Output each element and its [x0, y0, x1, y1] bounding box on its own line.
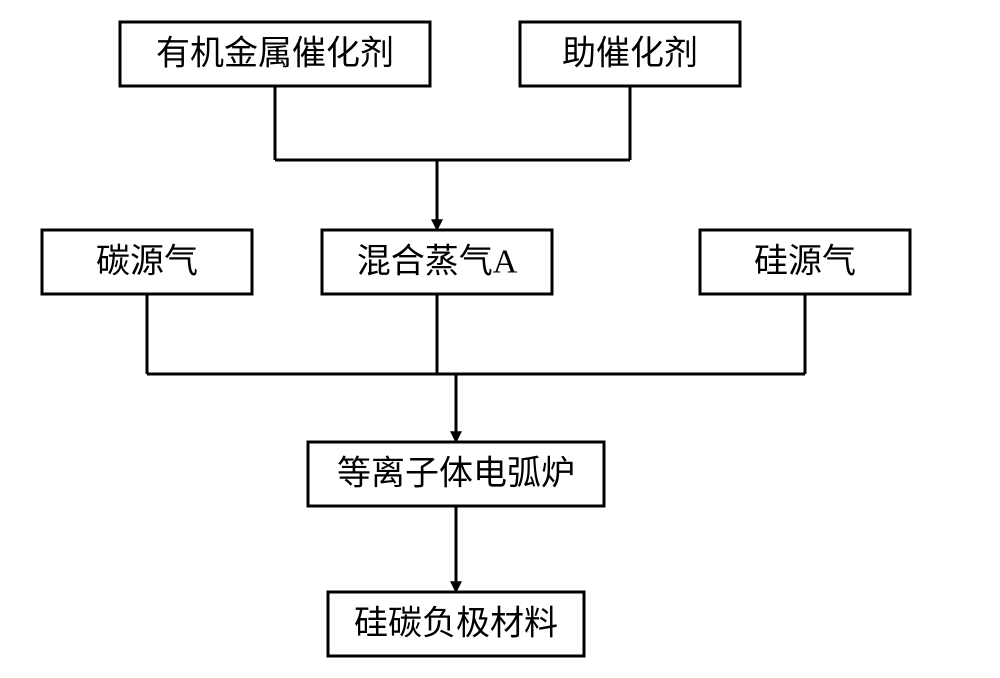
flow-node-label: 硅源气: [754, 243, 856, 281]
flow-node-label: 硅碳负极材料: [354, 605, 558, 643]
flow-node: 混合蒸气A: [322, 230, 552, 294]
flow-node: 碳源气: [42, 230, 252, 294]
flow-node: 助催化剂: [520, 22, 740, 86]
flow-node-label: 混合蒸气A: [357, 243, 518, 281]
flow-node-label: 助催化剂: [562, 35, 698, 73]
flow-node: 硅源气: [700, 230, 910, 294]
flow-node-label: 碳源气: [96, 243, 198, 281]
flow-node: 有机金属催化剂: [120, 22, 430, 86]
flow-node: 硅碳负极材料: [328, 592, 584, 656]
flow-node-label: 有机金属催化剂: [156, 35, 394, 73]
flowchart-canvas: 有机金属催化剂 助催化剂碳源气 混合蒸气A 硅源气等离子体电弧炉硅碳负极材料: [0, 0, 1000, 678]
flow-node: 等离子体电弧炉: [308, 442, 604, 506]
flow-node-label: 等离子体电弧炉: [337, 455, 575, 493]
